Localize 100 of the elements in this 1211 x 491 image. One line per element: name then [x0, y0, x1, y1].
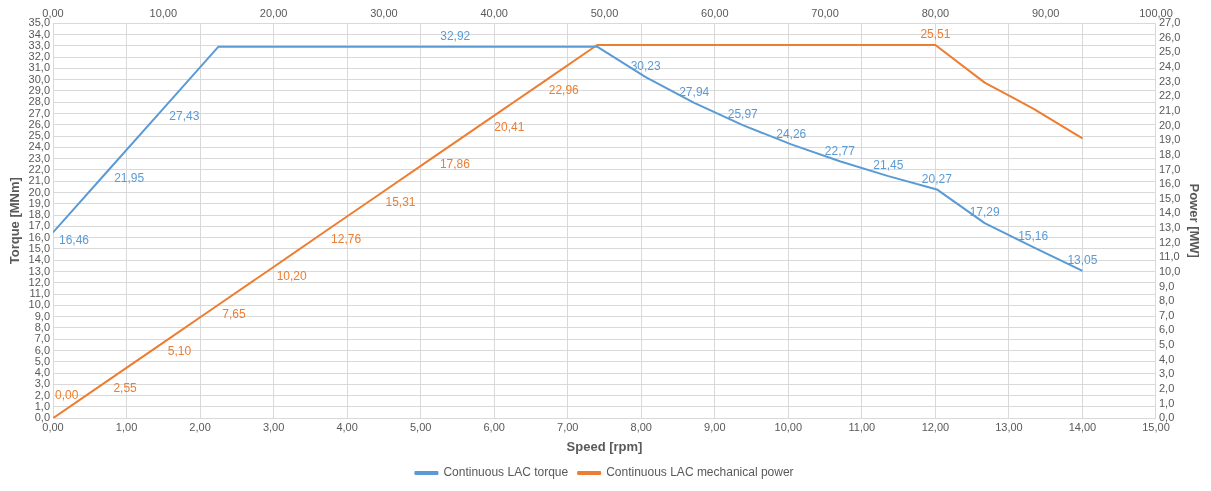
data-label: 30,23 [630, 59, 662, 74]
y2-tick-label: 23,0 [1158, 74, 1181, 87]
y-axis-title: Torque [MNm] [7, 177, 23, 265]
y2-tick-label: 18,0 [1158, 147, 1181, 160]
y2-tick-label: 10,0 [1158, 264, 1181, 277]
y-tick-label: 11,0 [29, 287, 51, 300]
x-tick-label: 5,00 [409, 420, 432, 433]
y2-tick-label: 14,0 [1158, 206, 1181, 219]
y-tick-label: 1,0 [34, 399, 51, 412]
legend-label: Continuous LAC torque [443, 465, 569, 480]
y-tick-label: 27,0 [28, 106, 51, 119]
data-label: 32,92 [440, 28, 471, 43]
x-tick-label: 3,00 [262, 420, 285, 433]
x2-tick-label: 60,00 [701, 6, 729, 19]
y-tick-label: 10,0 [28, 298, 51, 311]
y2-tick-label: 13,0 [1158, 221, 1181, 234]
x-tick-label: 4,00 [336, 420, 358, 433]
x2-tick-label: 50,00 [590, 6, 619, 19]
x-tick-label: 6,00 [483, 420, 505, 433]
y-tick-label: 5,0 [34, 354, 51, 367]
y2-tick-label: 19,0 [1158, 133, 1181, 146]
y2-tick-label: 24,0 [1158, 60, 1181, 73]
data-label: 24,26 [776, 126, 807, 141]
x-tick-label: 11,00 [848, 420, 876, 433]
legend-label: Continuous LAC mechanical power [606, 465, 794, 480]
data-label: 16,46 [59, 232, 90, 247]
y-tick-label: 22,0 [28, 162, 51, 175]
y2-tick-label: 26,0 [1158, 30, 1181, 43]
x2-tick-label: 30,00 [370, 6, 398, 19]
data-label: 0,00 [55, 387, 79, 402]
data-label: 21,45 [873, 158, 904, 173]
data-label: 15,16 [1018, 229, 1049, 244]
y2-tick-label: 6,0 [1158, 323, 1175, 336]
y-tick-label: 9,0 [34, 309, 51, 322]
y2-tick-label: 8,0 [1158, 294, 1175, 307]
x-tick-label: 2,00 [189, 420, 211, 433]
y-tick-label: 34,0 [28, 27, 51, 40]
y2-tick-label: 20,0 [1158, 118, 1181, 131]
data-label: 17,29 [969, 205, 1000, 220]
x2-tick-label: 40,00 [480, 6, 508, 19]
y-tick-label: 32,0 [28, 50, 51, 63]
y2-tick-label: 5,0 [1158, 338, 1175, 351]
y-tick-label: 25,0 [28, 129, 51, 142]
y-tick-label: 23,0 [28, 151, 51, 164]
y2-tick-label: 7,0 [1158, 308, 1175, 321]
y-tick-label: 17,0 [28, 219, 51, 232]
data-label: 12,76 [331, 231, 362, 246]
x2-tick-label: 10,00 [149, 6, 178, 19]
x2-tick-label: 90,00 [1031, 6, 1060, 19]
x2-tick-label: 100,00 [1139, 6, 1173, 19]
y2-tick-label: 17,0 [1158, 162, 1181, 175]
x2-tick-label: 70,00 [811, 6, 839, 19]
data-label: 10,20 [276, 269, 308, 284]
data-label: 5,10 [167, 343, 192, 358]
x-tick-label: 9,00 [704, 420, 726, 433]
y2-tick-label: 16,0 [1158, 177, 1181, 190]
data-label: 25,51 [920, 27, 951, 42]
data-label: 27,94 [679, 85, 710, 100]
y-tick-label: 16,0 [28, 230, 51, 243]
x2-tick-label: 0,00 [42, 6, 64, 19]
y2-tick-label: 9,0 [1158, 279, 1175, 292]
x2-tick-label: 20,00 [259, 6, 288, 19]
y-tick-label: 19,0 [28, 196, 51, 209]
y2-tick-label: 25,0 [1158, 45, 1181, 58]
y-tick-label: 3,0 [34, 377, 51, 390]
data-label: 17,86 [439, 157, 471, 172]
data-label: 22,77 [824, 143, 856, 158]
data-label: 15,31 [385, 194, 416, 209]
y-tick-label: 0,0 [34, 411, 51, 424]
y2-tick-label: 1,0 [1158, 396, 1175, 409]
y-tick-label: 2,0 [34, 388, 51, 401]
data-label: 20,41 [494, 119, 525, 134]
y-tick-label: 24,0 [28, 140, 51, 153]
y-tick-label: 8,0 [34, 320, 51, 333]
data-label: 13,05 [1067, 253, 1098, 268]
y2-tick-label: 15,0 [1158, 191, 1181, 204]
y2-tick-label: 21,0 [1158, 104, 1181, 117]
data-label: 2,55 [113, 381, 138, 396]
data-label: 20,27 [921, 171, 953, 186]
y-tick-label: 7,0 [34, 332, 51, 345]
x-axis-title: Speed [rpm] [566, 438, 643, 454]
y-tick-label: 20,0 [28, 185, 51, 198]
y-tick-label: 33,0 [28, 38, 51, 51]
y-tick-label: 12,0 [28, 275, 51, 288]
y2-axis-title: Power [MW] [1186, 183, 1202, 258]
data-label: 22,96 [548, 82, 580, 97]
y2-tick-label: 0,0 [1158, 411, 1175, 424]
y-tick-label: 13,0 [28, 264, 51, 277]
y-tick-label: 29,0 [28, 83, 51, 96]
y2-tick-label: 3,0 [1158, 367, 1175, 380]
y2-tick-label: 2,0 [1158, 381, 1175, 394]
y-tick-label: 31,0 [28, 61, 51, 74]
y-tick-label: 15,0 [28, 241, 51, 254]
y-tick-label: 21,0 [28, 174, 51, 187]
data-label: 21,95 [114, 170, 145, 185]
y2-tick-label: 22,0 [1158, 89, 1181, 102]
x-tick-label: 1,00 [115, 420, 138, 433]
x-tick-label: 8,00 [630, 420, 652, 433]
x-tick-label: 12,00 [921, 420, 950, 433]
x-tick-label: 13,00 [995, 420, 1023, 433]
